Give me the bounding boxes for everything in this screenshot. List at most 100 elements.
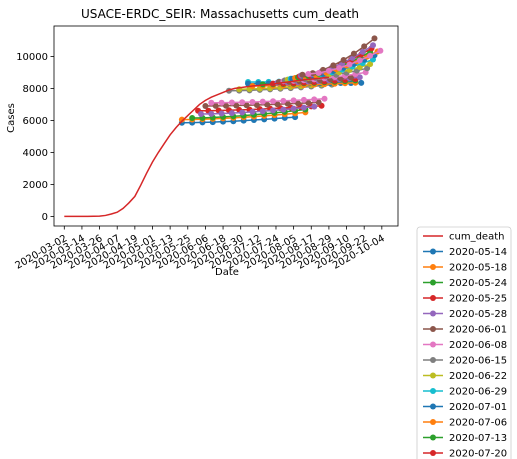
series-marker — [228, 99, 235, 106]
series-marker — [370, 42, 377, 49]
legend-box — [416, 226, 512, 459]
legend-entry: 2020-07-06 — [423, 418, 507, 429]
series-marker — [367, 61, 374, 68]
series-marker — [245, 80, 252, 87]
legend-swatch-marker — [430, 264, 436, 270]
legend-entry: 2020-06-22 — [423, 371, 507, 382]
legend-entry: 2020-05-14 — [423, 247, 507, 258]
series-marker — [315, 69, 322, 76]
series-marker — [371, 35, 378, 42]
series-marker — [347, 74, 354, 81]
series-marker — [361, 43, 368, 50]
series-marker — [202, 103, 209, 109]
observed-line — [64, 76, 329, 218]
y-tick-label: 4000 — [23, 148, 48, 159]
legend-label: 2020-06-29 — [449, 387, 507, 398]
series-marker — [367, 52, 374, 59]
legend-label: 2020-07-13 — [449, 433, 507, 444]
series-marker — [295, 100, 302, 107]
series-marker — [321, 95, 328, 102]
legend-entry: 2020-05-28 — [423, 309, 507, 320]
series-marker — [233, 102, 240, 109]
legend-entry: 2020-07-20 — [423, 449, 507, 459]
forecast-series-2020-08-10 — [305, 47, 384, 77]
y-tick-label: 0 — [42, 212, 48, 223]
legend-label: 2020-07-01 — [449, 402, 507, 413]
legend-entry: 2020-06-15 — [423, 356, 507, 367]
series-marker — [311, 103, 318, 110]
series-marker — [270, 98, 277, 105]
series-marker — [223, 102, 229, 109]
legend-label: 2020-07-06 — [449, 418, 507, 429]
forecast-series-2020-06-01 — [202, 99, 322, 109]
series-marker — [249, 108, 256, 115]
series-marker — [330, 62, 337, 69]
series-marker — [305, 71, 312, 77]
y-axis: 0 2000 4000 6000 8000 10000 — [16, 52, 54, 223]
forecast-series-2020-06-08 — [208, 95, 328, 106]
x-axis-label: Date — [215, 267, 239, 278]
series-marker — [218, 99, 225, 106]
series-marker — [198, 111, 205, 117]
series-marker — [364, 65, 371, 72]
legend-swatch-marker — [430, 450, 436, 456]
series-marker — [218, 110, 225, 117]
series-marker — [290, 97, 297, 104]
legend-label: 2020-07-20 — [449, 449, 507, 459]
series-marker — [239, 99, 246, 106]
legend-swatch-marker — [430, 372, 436, 379]
series-marker — [280, 97, 287, 104]
y-tick-label: 10000 — [16, 52, 48, 63]
legend-swatch-marker — [430, 403, 436, 410]
y-axis-label: Cases — [6, 103, 17, 133]
legend-entry: 2020-06-01 — [423, 325, 507, 336]
legend-entry: 2020-07-13 — [423, 433, 507, 444]
y-tick-label: 6000 — [23, 116, 48, 127]
legend-swatch-marker — [430, 434, 436, 441]
legend-label: 2020-05-18 — [449, 263, 507, 274]
legend-label: cum_death — [449, 232, 504, 243]
series-marker — [350, 50, 357, 57]
legend-label: 2020-05-28 — [449, 309, 507, 320]
legend-entry: 2020-05-25 — [423, 294, 507, 305]
legend-entry: 2020-05-18 — [423, 263, 507, 274]
series-marker — [259, 108, 266, 115]
legend-swatch-marker — [430, 419, 436, 425]
series-marker — [325, 67, 332, 74]
series-marker — [208, 110, 215, 117]
series-marker — [299, 71, 306, 78]
legend-label: 2020-06-01 — [449, 325, 507, 336]
series-marker — [358, 79, 365, 86]
series-marker — [249, 99, 256, 106]
series-marker — [253, 101, 260, 108]
series-marker — [359, 48, 366, 55]
legend-entry: 2020-06-08 — [423, 340, 507, 351]
series-marker — [189, 115, 196, 121]
series-marker — [315, 99, 322, 106]
series-marker — [311, 96, 318, 103]
series-marker — [239, 109, 246, 116]
legend-entry: 2020-07-01 — [423, 402, 507, 413]
y-tick-label: 2000 — [23, 180, 48, 191]
series-marker — [264, 101, 271, 108]
legend-swatch-marker — [430, 326, 436, 332]
series-marker — [300, 104, 307, 111]
series-marker — [228, 110, 235, 117]
series-marker — [259, 98, 266, 105]
series-marker — [280, 106, 287, 113]
legend-swatch-marker — [430, 248, 436, 255]
legend-label: 2020-06-15 — [449, 356, 507, 367]
series-marker — [284, 100, 291, 107]
series-marker — [377, 47, 384, 54]
legend-swatch-marker — [430, 295, 436, 301]
legend-label: 2020-05-25 — [449, 294, 507, 305]
series-marker — [340, 56, 347, 63]
legend-swatch-marker — [430, 357, 436, 363]
legend-swatch-marker — [430, 279, 436, 286]
legend: cum_death 2020-05-14 2020-05-18 2020-05-24 2… — [416, 226, 512, 459]
legend-entry: 2020-05-24 — [423, 278, 507, 289]
series-marker — [305, 99, 312, 106]
legend-label: 2020-05-14 — [449, 247, 507, 258]
series-marker — [300, 96, 307, 103]
